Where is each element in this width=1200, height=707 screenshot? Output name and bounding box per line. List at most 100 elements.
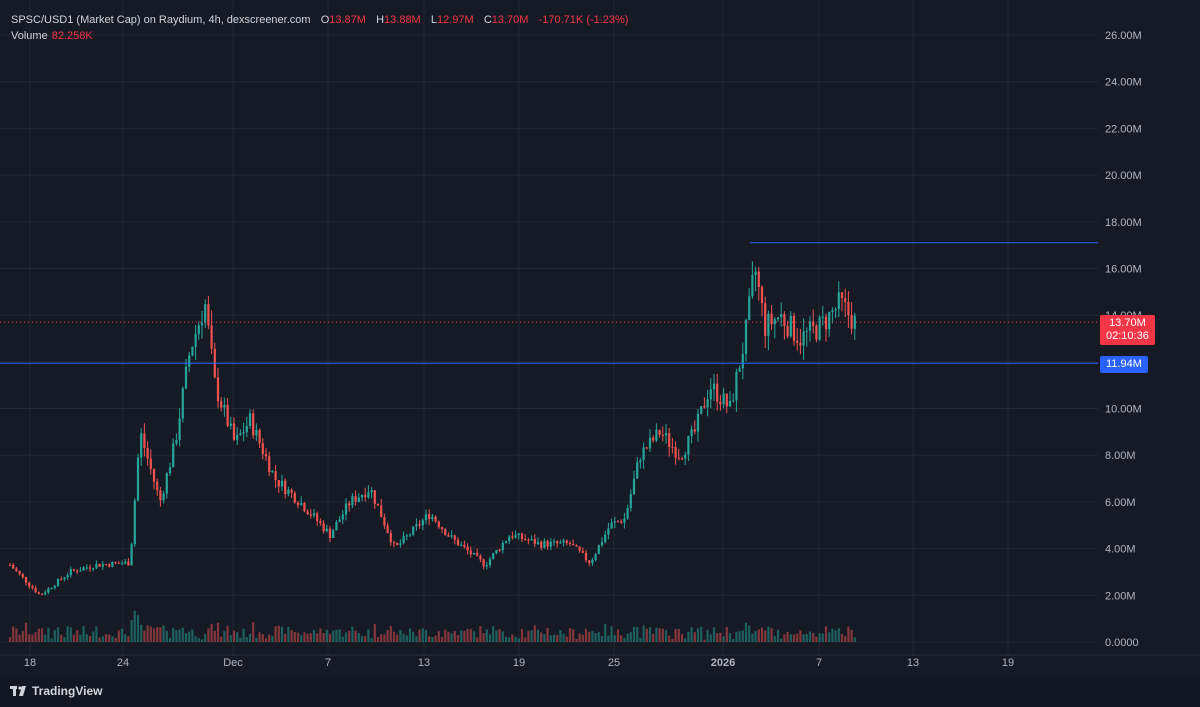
candle-body — [120, 563, 124, 565]
volume-bar — [850, 629, 853, 642]
volume-bar — [517, 638, 520, 642]
candle-body — [72, 569, 76, 571]
volume-bar — [607, 635, 610, 642]
candle-body — [162, 493, 165, 501]
volume-bar — [600, 635, 604, 642]
candle-body — [332, 530, 335, 539]
y-tick-label: 8.00M — [1105, 450, 1136, 462]
candle-body — [853, 315, 856, 329]
candle-body — [415, 524, 418, 527]
x-tick-label: 19 — [1002, 657, 1014, 669]
candle-body — [543, 541, 546, 548]
volume-bar — [63, 636, 66, 642]
candle-body — [8, 564, 12, 566]
candle-body — [392, 542, 396, 544]
tradingview-logo[interactable]: TradingView — [10, 684, 102, 698]
volume-bar — [453, 631, 456, 642]
volume-bar — [133, 610, 136, 642]
candle-body — [808, 321, 812, 331]
volume-bar — [18, 634, 21, 642]
volume-bar — [424, 629, 428, 642]
candle-body — [732, 400, 735, 402]
y-tick-label: 18.00M — [1105, 217, 1142, 229]
candle-body — [159, 490, 162, 501]
volume-bar — [389, 626, 392, 642]
volume-bar — [485, 629, 488, 642]
volume-value: 82.258K — [51, 30, 93, 42]
volume-bar — [549, 635, 552, 642]
candle-body — [728, 400, 732, 407]
volume-bar — [47, 627, 50, 642]
candle-body — [773, 319, 776, 325]
volume-bar — [575, 638, 578, 642]
candle-body — [207, 304, 210, 326]
volume-bar — [66, 626, 69, 642]
high-label: H — [376, 14, 385, 26]
volume-bar — [437, 631, 440, 642]
volume-bar — [12, 626, 15, 642]
volume-bar — [668, 635, 671, 642]
candle-body — [802, 331, 805, 346]
candle-body — [124, 561, 127, 564]
volume-bar — [210, 623, 213, 642]
candle-body — [309, 514, 312, 516]
candle-body — [735, 371, 738, 401]
volume-bar — [322, 633, 325, 642]
candle-body — [236, 434, 239, 440]
candle-body — [661, 434, 664, 436]
candle-body — [604, 534, 607, 543]
volume-bar — [197, 637, 200, 642]
candle-body — [514, 535, 517, 538]
volume-bar — [290, 630, 293, 642]
candle-body — [629, 494, 632, 509]
volume-bar — [828, 632, 831, 642]
volume-bar — [722, 636, 725, 642]
candle-body — [434, 516, 437, 522]
candle-body — [204, 304, 207, 323]
footer-bar — [0, 675, 1200, 707]
chart-legend: SPSC/USD1 (Market Cap) on Raydium, 4h, d… — [11, 12, 628, 28]
volume-bar — [540, 632, 543, 642]
volume-bar — [181, 627, 184, 642]
candle-body — [562, 540, 565, 543]
volume-bar — [98, 637, 101, 642]
x-tick-label: 24 — [117, 657, 129, 669]
candle-body — [472, 552, 476, 555]
candle-body — [626, 508, 629, 519]
volume-bar — [440, 636, 444, 642]
volume-bar — [709, 634, 712, 642]
candle-body — [168, 467, 172, 474]
candle-body — [12, 565, 15, 569]
candle-body — [303, 502, 306, 512]
x-tick-label: 7 — [325, 657, 331, 669]
volume-bar — [140, 624, 143, 642]
volume-bar — [309, 633, 312, 642]
candle-body — [453, 535, 456, 540]
volume-bar — [165, 630, 168, 642]
volume-bar — [469, 628, 472, 642]
candle-body — [725, 393, 728, 407]
candle-body — [824, 316, 828, 330]
candle-body — [165, 473, 168, 494]
candle-body — [239, 433, 242, 435]
candle-body — [760, 286, 764, 304]
candle-body — [143, 433, 146, 448]
candle-body — [821, 316, 824, 318]
volume-bar — [175, 630, 178, 642]
volume-bar — [853, 637, 856, 642]
volume-bar — [514, 636, 517, 642]
candle-body — [687, 435, 690, 455]
volume-bar — [284, 634, 287, 642]
volume-bar — [396, 634, 399, 642]
candle-body — [50, 587, 53, 589]
x-tick-label: Dec — [223, 657, 243, 669]
volume-bar — [354, 630, 357, 642]
candle-body — [572, 544, 575, 546]
candle-body — [351, 496, 354, 506]
volume-bar — [152, 628, 156, 642]
volume-bar — [840, 634, 844, 642]
volume-bar — [34, 632, 37, 642]
candle-body — [706, 399, 709, 408]
volume-bar — [232, 630, 236, 642]
